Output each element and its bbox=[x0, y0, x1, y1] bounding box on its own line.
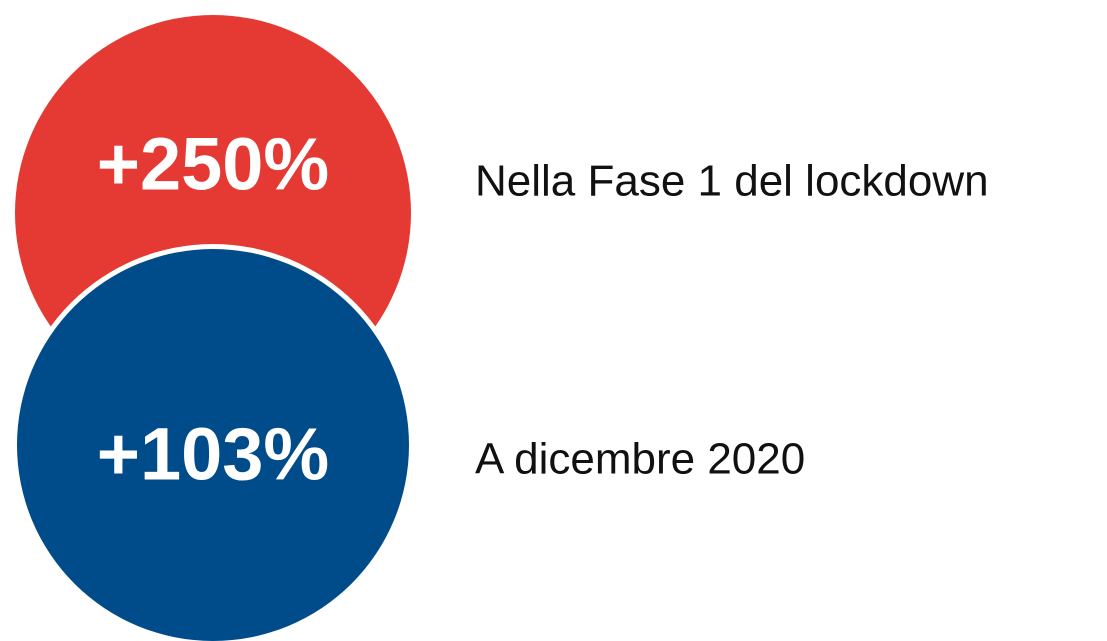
blue-circle bbox=[17, 249, 409, 641]
caption: Nella Fase 1 del lockdown bbox=[475, 157, 989, 206]
figure: +103% bbox=[97, 413, 329, 496]
figure: +250% bbox=[97, 123, 329, 206]
caption: A dicembre 2020 bbox=[475, 435, 805, 484]
